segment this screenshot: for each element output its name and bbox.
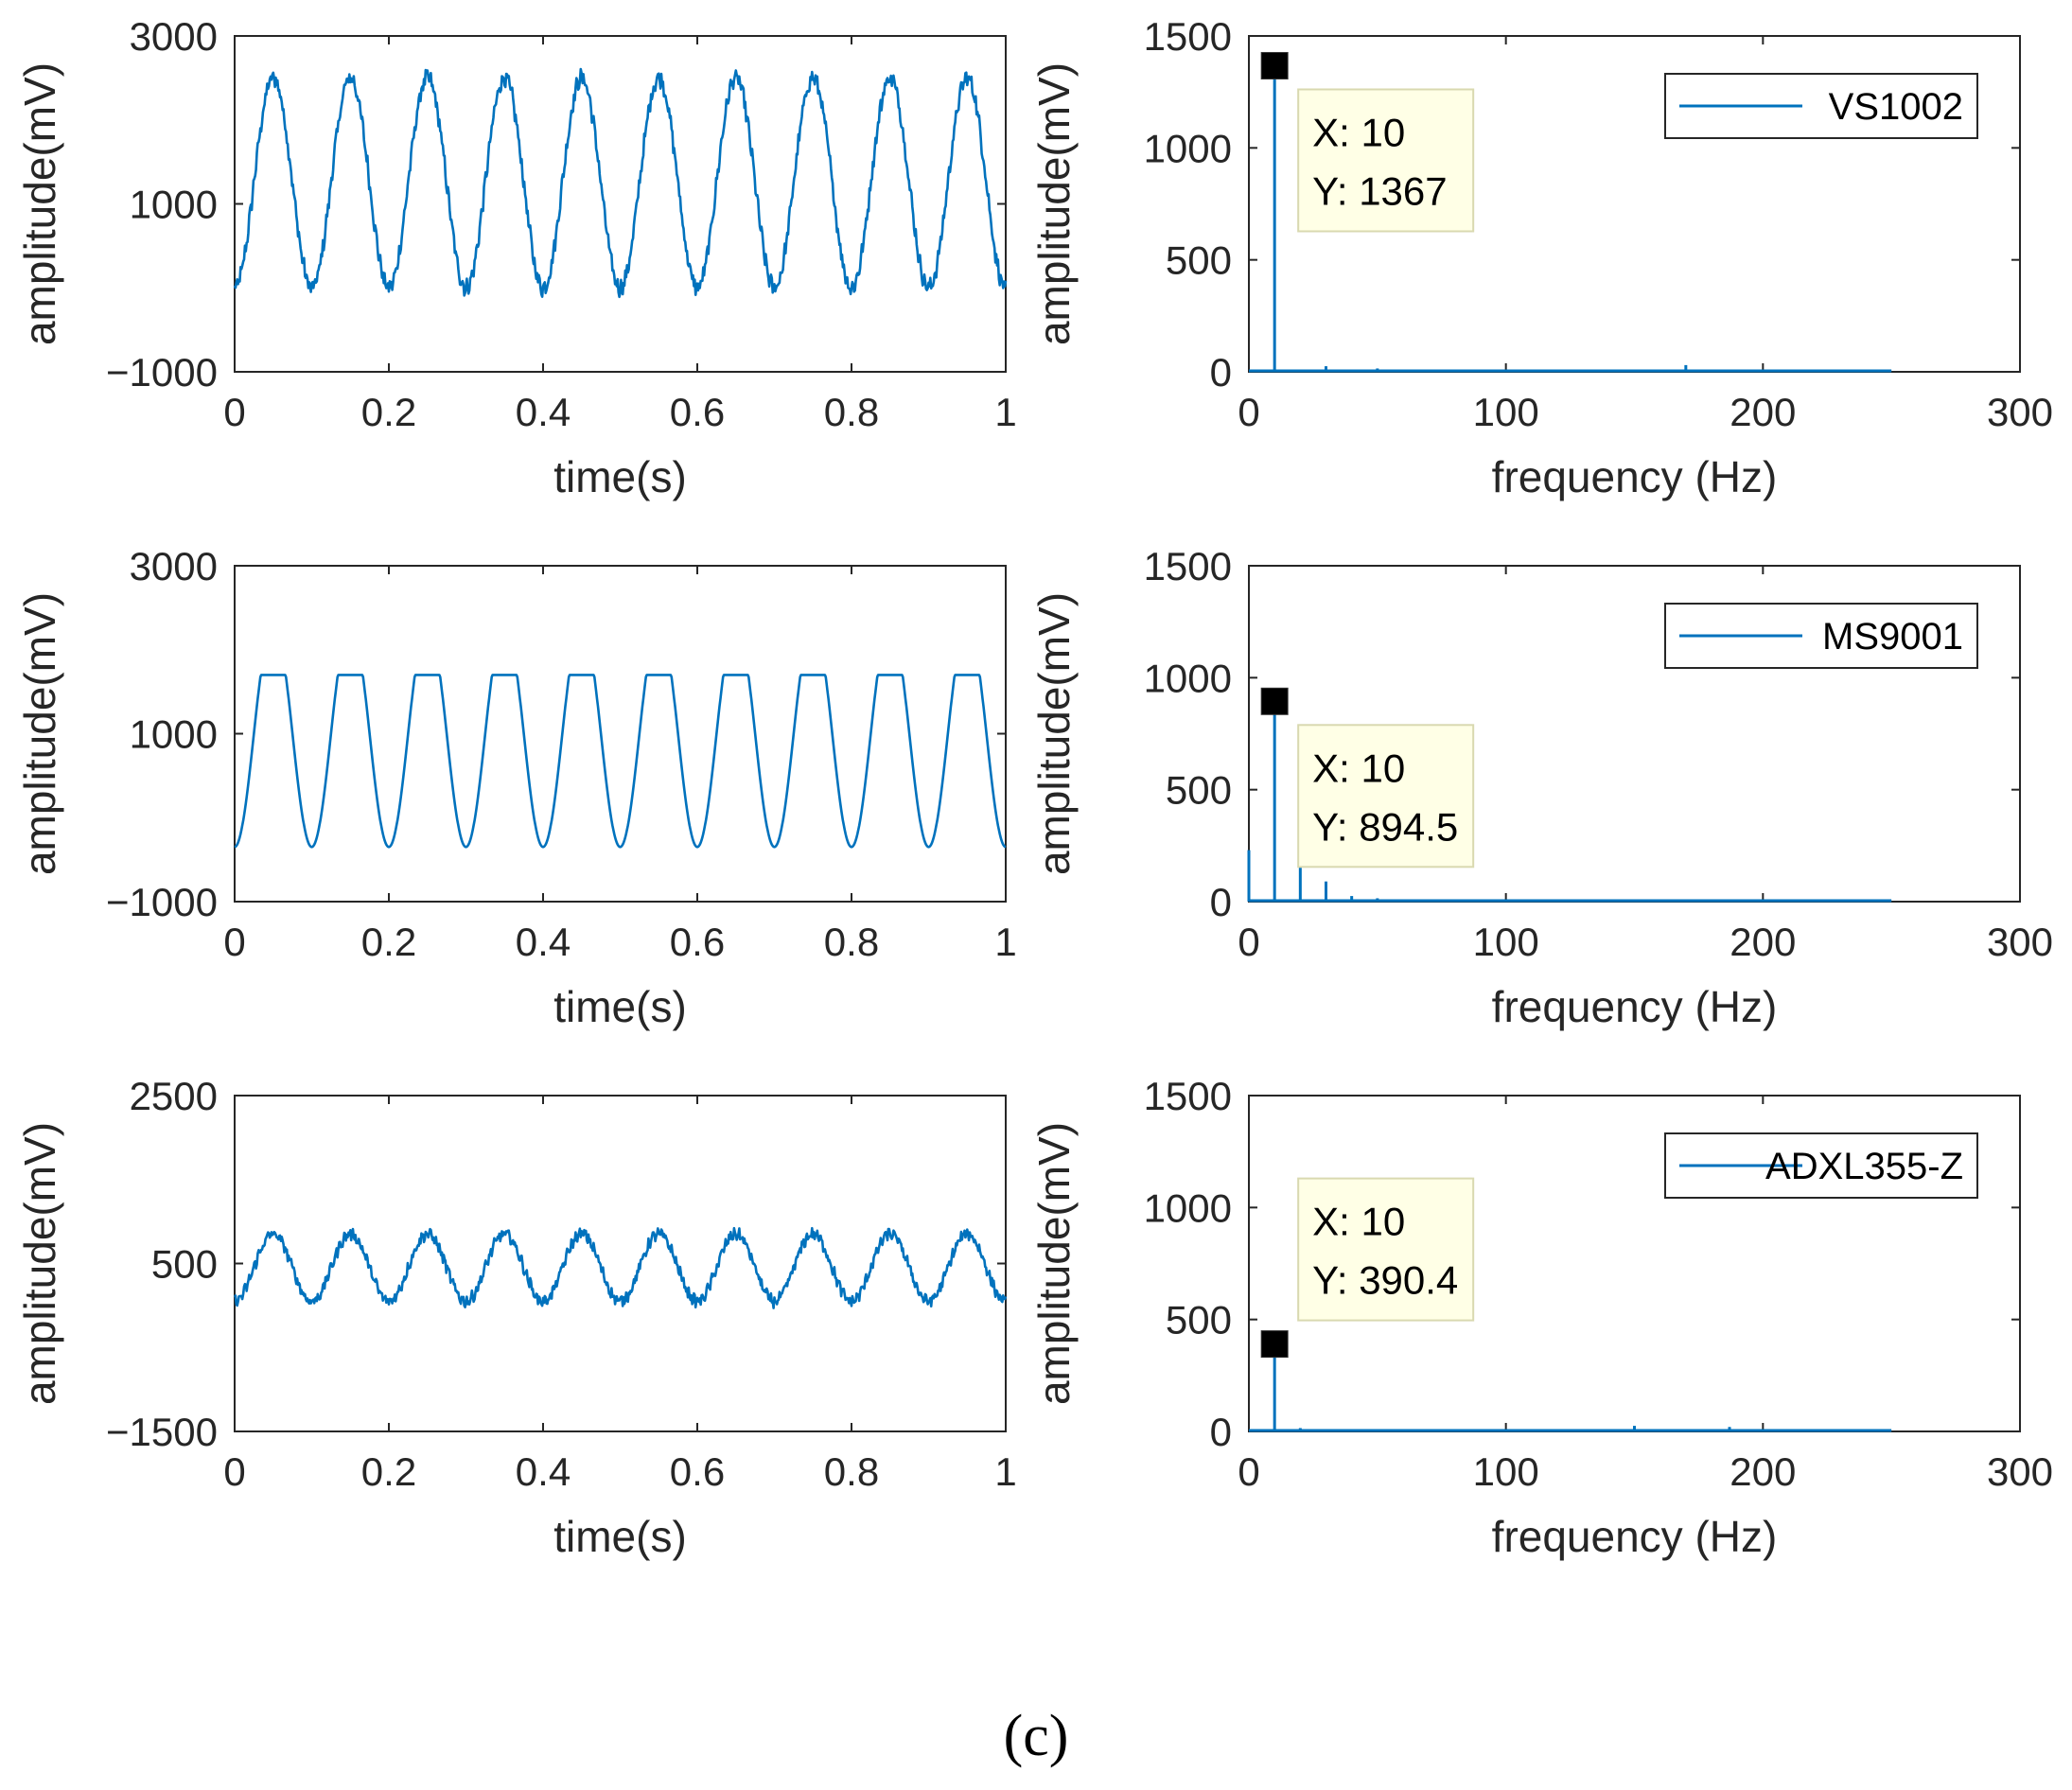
x-tick-label: 0 (1238, 920, 1259, 964)
freq-1-chart: 0 100 200 300 0 500 1000 1500 frequency (Hz) ampl… (1029, 14, 2053, 501)
y-tick-label: 1000 (1144, 1185, 1232, 1230)
legend-label: MS9001 (1822, 616, 1963, 658)
x-tick-label: 0.2 (361, 920, 416, 964)
x-axis-label: time(s) (553, 1512, 687, 1561)
y-tick-label: 1500 (1144, 14, 1232, 59)
y-tick-label: 1000 (1144, 656, 1232, 700)
freq-2-chart: 0 100 200 300 0 500 1000 1500 frequency (Hz) ampl… (1029, 544, 2053, 1031)
x-tick-label: 100 (1473, 920, 1539, 964)
x-tick-label: 0.2 (361, 1449, 416, 1494)
y-tick-label: 0 (1210, 880, 1232, 924)
y-tick-label: 3000 (130, 14, 218, 59)
y-tick-label: 0 (1210, 1410, 1232, 1454)
datatip-y: Y: 894.5 (1312, 804, 1458, 849)
y-axis-label: amplitude(mV) (1029, 592, 1079, 875)
y-tick-label: 0 (1210, 350, 1232, 395)
x-tick-label: 0.6 (670, 390, 725, 434)
datatip-x: X: 10 (1312, 1200, 1405, 1244)
datatip-x: X: 10 (1312, 746, 1405, 790)
x-tick-label: 0 (223, 1449, 245, 1494)
y-axis-label: amplitude(mV) (15, 592, 64, 875)
x-tick-label: 0.4 (516, 1449, 571, 1494)
time-1-chart: 0 0.2 0.4 0.6 0.8 1 −1000 1000 3000 time(s) amplit… (15, 14, 1017, 501)
freq-3-chart: 0 100 200 300 0 500 1000 1500 frequency (Hz) ampl… (1029, 1074, 2053, 1561)
x-axis-label: frequency (Hz) (1492, 1512, 1778, 1561)
legend: ADXL355-Z (1664, 1132, 1978, 1199)
y-axis-label: amplitude(mV) (1029, 62, 1079, 345)
x-tick-label: 0 (223, 920, 245, 964)
x-tick-label: 0.6 (670, 920, 725, 964)
plot-area (234, 565, 1007, 903)
y-tick-label: 500 (1166, 1298, 1232, 1342)
datatip: X: 10 Y: 390.4 (1297, 1177, 1475, 1322)
figure-caption: (c) (1004, 1704, 1069, 1768)
y-tick-label: 1500 (1144, 544, 1232, 588)
time-3-chart: 0 0.2 0.4 0.6 0.8 1 −1500 500 2500 time(s) amplitu… (15, 1074, 1017, 1561)
x-tick-label: 100 (1473, 1449, 1539, 1494)
y-axis-label: amplitude(mV) (1029, 1122, 1079, 1405)
x-axis-label: time(s) (553, 452, 687, 501)
legend: VS1002 (1664, 73, 1978, 139)
x-tick-label: 200 (1730, 1449, 1796, 1494)
y-axis-label: amplitude(mV) (15, 62, 64, 345)
y-tick-label: −1000 (106, 350, 218, 395)
y-tick-label: −1500 (106, 1410, 218, 1454)
x-axis-label: frequency (Hz) (1492, 982, 1778, 1031)
y-tick-label: 500 (151, 1242, 218, 1287)
datatip-box (1297, 1177, 1475, 1322)
x-tick-label: 1 (994, 920, 1016, 964)
x-tick-label: 300 (1987, 920, 2053, 964)
signal-trace (233, 1226, 1008, 1309)
y-axis-label: amplitude(mV) (15, 1122, 64, 1405)
x-tick-label: 200 (1730, 390, 1796, 434)
datatip: X: 10 Y: 1367 (1297, 88, 1475, 233)
x-tick-label: 1 (994, 390, 1016, 434)
x-tick-label: 100 (1473, 390, 1539, 434)
peak-marker[interactable] (1260, 1330, 1289, 1359)
legend: MS9001 (1664, 603, 1978, 669)
x-tick-label: 0.2 (361, 390, 416, 434)
datatip-x: X: 10 (1312, 110, 1405, 154)
x-tick-label: 0.4 (516, 390, 571, 434)
x-tick-label: 0.6 (670, 1449, 725, 1494)
datatip-box (1297, 88, 1475, 233)
x-tick-label: 0.8 (824, 390, 879, 434)
legend-label: ADXL355-Z (1765, 1146, 1963, 1187)
y-tick-label: 500 (1166, 768, 1232, 813)
time-2-chart: 0 0.2 0.4 0.6 0.8 1 −1000 1000 3000 time(s) amplit… (15, 544, 1017, 1031)
x-tick-label: 0 (1238, 1449, 1259, 1494)
x-tick-label: 0.8 (824, 920, 879, 964)
x-axis-label: time(s) (553, 982, 687, 1031)
y-tick-label: 2500 (130, 1074, 218, 1118)
y-tick-label: 500 (1166, 238, 1232, 283)
datatip-y: Y: 390.4 (1312, 1258, 1458, 1303)
x-tick-label: 0 (1238, 390, 1259, 434)
legend-label: VS1002 (1829, 86, 1963, 128)
datatip-box (1297, 724, 1475, 869)
x-tick-label: 0.8 (824, 1449, 879, 1494)
x-tick-label: 300 (1987, 1449, 2053, 1494)
x-tick-label: 1 (994, 1449, 1016, 1494)
plot-area (234, 35, 1007, 373)
datatip-y: Y: 1367 (1312, 168, 1447, 213)
y-tick-label: −1000 (106, 880, 218, 924)
x-tick-label: 0 (223, 390, 245, 434)
y-tick-label: 1000 (1144, 126, 1232, 170)
x-tick-label: 300 (1987, 390, 2053, 434)
y-tick-label: 1000 (130, 712, 218, 757)
y-tick-label: 3000 (130, 544, 218, 588)
x-tick-label: 0.4 (516, 920, 571, 964)
peak-marker[interactable] (1260, 51, 1289, 79)
signal-trace (233, 67, 1008, 299)
plot-area (234, 1095, 1007, 1432)
x-tick-label: 200 (1730, 920, 1796, 964)
signal-trace (234, 674, 1007, 849)
y-tick-label: 1000 (130, 183, 218, 227)
datatip: X: 10 Y: 894.5 (1297, 724, 1475, 869)
y-tick-label: 1500 (1144, 1074, 1232, 1118)
x-axis-label: frequency (Hz) (1492, 452, 1778, 501)
peak-marker[interactable] (1260, 687, 1289, 715)
